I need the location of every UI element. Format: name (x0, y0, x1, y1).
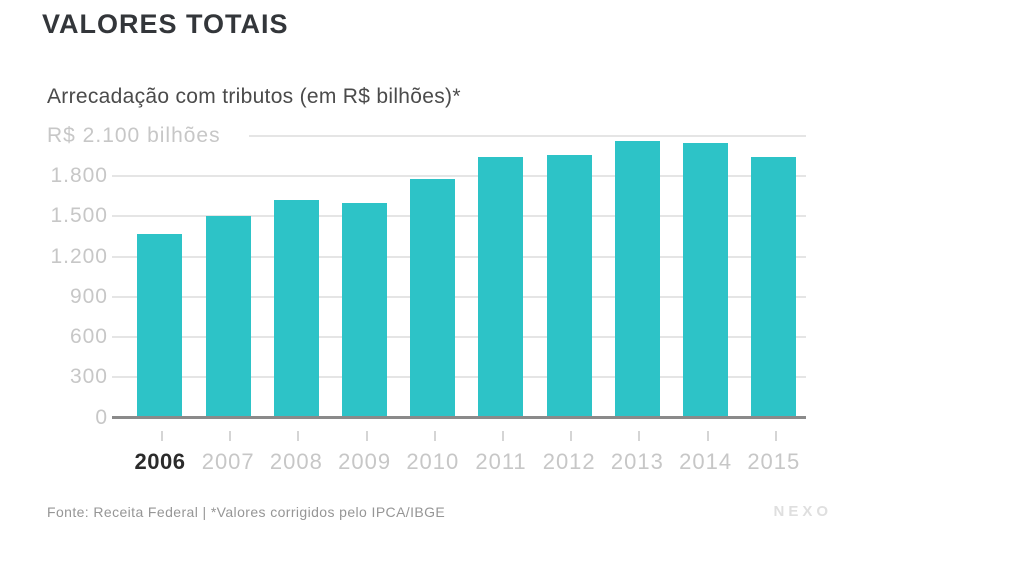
x-axis-tick (706, 431, 709, 441)
y-tick-label: 600 (69, 325, 108, 349)
y-axis-row: 1.800 (20, 161, 806, 191)
bar-2008[interactable] (273, 200, 319, 418)
x-tick-label-2011: 2011 (475, 449, 527, 474)
gridline (112, 175, 806, 178)
bar-2012[interactable] (546, 154, 592, 418)
x-axis-tick (297, 431, 300, 441)
gridline (112, 295, 806, 298)
y-tick-label: 1.500 (50, 204, 108, 228)
gridline (112, 336, 806, 339)
bar-2007[interactable] (205, 216, 251, 418)
y-axis-row: 600 (20, 322, 806, 352)
chart-footer: Fonte: Receita Federal | *Valores corrig… (47, 503, 832, 520)
nexo-logo: NEXO (773, 503, 832, 520)
y-axis-row: 900 (20, 282, 806, 312)
y-tick-label: 1.200 (50, 244, 108, 268)
y-axis-top-row: R$ 2.100 bilhões (47, 121, 806, 151)
y-tick-label: 0 (95, 405, 108, 429)
x-axis-tick (774, 431, 777, 441)
y-tick-label: 1.800 (50, 164, 108, 188)
y-axis-top-label: R$ 2.100 bilhões (47, 124, 221, 147)
x-axis-baseline (112, 416, 806, 419)
y-tick-label: 900 (69, 284, 108, 308)
x-axis-tick (502, 431, 504, 441)
gridline (248, 135, 806, 137)
x-tick-label-2013: 2013 (610, 449, 664, 474)
bar-2009[interactable] (342, 203, 387, 418)
bar-2006[interactable] (137, 233, 183, 418)
bar-2015[interactable] (751, 157, 797, 418)
x-axis-tick (161, 431, 163, 441)
gridline (112, 255, 806, 258)
y-axis-row: 1.500 (20, 201, 806, 231)
gridline (112, 215, 806, 218)
x-axis-tick (229, 431, 232, 441)
x-tick-label-2014: 2014 (679, 449, 733, 474)
x-tick-label-2012: 2012 (542, 449, 596, 474)
x-tick-label-2009: 2009 (338, 449, 392, 474)
x-axis-tick (365, 431, 368, 441)
gridline (112, 376, 806, 379)
bar-2010[interactable] (410, 178, 456, 418)
x-tick-label-2015: 2015 (747, 449, 801, 474)
bar-2014[interactable] (683, 142, 728, 418)
x-tick-label-2008: 2008 (269, 449, 323, 474)
x-axis-tick (433, 431, 436, 441)
x-tick-label-2007: 2007 (201, 449, 255, 474)
chart-subtitle: Arrecadação com tributos (em R$ bilhões)… (47, 85, 461, 108)
y-tick-label: 300 (69, 365, 108, 389)
y-axis-row: 1.200 (20, 242, 806, 272)
x-axis-tick (638, 431, 641, 441)
bar-2013[interactable] (614, 141, 660, 418)
x-tick-label-2006: 2006 (134, 449, 186, 474)
source-note: Fonte: Receita Federal | *Valores corrig… (47, 503, 446, 520)
x-tick-label-2010: 2010 (406, 449, 460, 474)
bar-2011[interactable] (478, 157, 524, 418)
x-axis-tick (570, 431, 573, 441)
y-axis-row: 300 (20, 362, 806, 392)
page-title: VALORES TOTAIS (42, 9, 289, 39)
